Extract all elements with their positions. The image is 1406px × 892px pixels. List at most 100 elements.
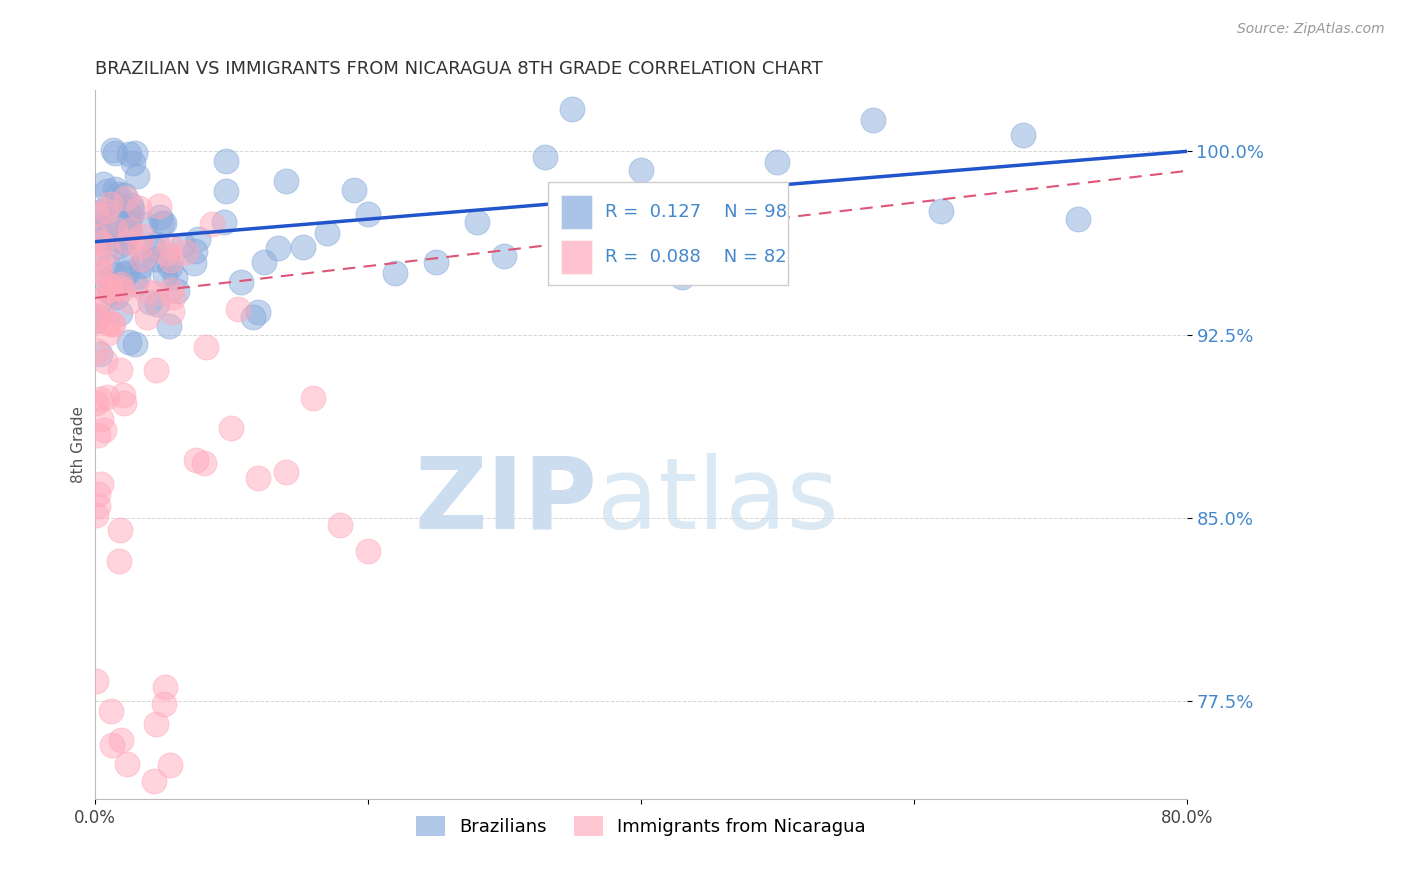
Point [107,233,129,247]
Point [97,317,120,331]
Point [274,174,297,188]
Point [184,453,207,467]
Legend: Brazilians, Immigrants from Nicaragua: Brazilians, Immigrants from Nicaragua [409,809,873,843]
Point [111,388,134,402]
Point [86,313,108,327]
Point [112,235,135,249]
Point [132,252,155,267]
Point [166,285,188,299]
Point [162,289,184,303]
Point [465,215,488,229]
Point [153,697,176,711]
Point [148,198,170,212]
Point [110,277,132,291]
Point [117,205,139,219]
Point [110,362,132,376]
Text: R =  0.127    N = 98: R = 0.127 N = 98 [605,203,786,221]
Point [929,203,952,218]
Point [87,205,110,219]
Point [86,309,108,323]
Point [84,228,107,243]
Point [124,277,146,291]
Point [159,260,181,274]
Point [160,304,183,318]
Y-axis label: 8th Grade: 8th Grade [72,406,86,483]
Point [90,235,112,250]
Point [561,102,583,116]
Point [184,244,207,258]
Text: R =  0.088    N = 82: R = 0.088 N = 82 [605,248,786,266]
Point [247,305,270,319]
Point [356,207,378,221]
Point [97,277,120,292]
Point [86,396,108,410]
Point [183,256,205,270]
Point [253,255,276,269]
Point [194,340,217,354]
Point [89,412,111,426]
Point [84,508,107,522]
Point [103,218,125,232]
Point [219,420,242,434]
Point [174,244,197,259]
Point [215,184,238,198]
Point [291,239,314,253]
Point [136,310,159,325]
Point [159,283,181,297]
Point [104,290,127,304]
Point [160,253,183,268]
Point [187,232,209,246]
Point [862,112,884,127]
Text: Source: ZipAtlas.com: Source: ZipAtlas.com [1237,22,1385,37]
Point [118,229,141,244]
Point [87,293,110,307]
Point [302,391,325,405]
Point [91,177,114,191]
Point [212,215,235,229]
Point [128,201,150,215]
Point [143,252,166,267]
Text: atlas: atlas [598,453,838,549]
Point [201,217,224,231]
Point [115,756,138,771]
Point [83,314,105,328]
Point [356,544,378,558]
Point [124,337,146,351]
Point [534,150,557,164]
Point [157,319,180,334]
Point [91,203,114,218]
Point [103,317,125,331]
Point [315,226,337,240]
FancyBboxPatch shape [561,240,592,274]
Point [100,211,122,225]
Point [118,335,141,350]
Point [108,523,131,537]
Point [100,282,122,296]
Point [134,217,156,231]
Point [104,181,127,195]
Point [108,198,131,212]
Point [108,306,131,320]
Point [121,202,143,217]
Point [104,146,127,161]
Point [131,252,153,266]
Point [145,717,167,731]
Point [142,773,165,788]
Point [142,241,165,255]
Point [96,390,118,404]
Point [94,353,117,368]
Point [129,259,152,273]
Point [329,517,352,532]
Point [90,477,112,491]
Point [125,169,148,183]
Point [114,268,136,282]
Point [111,282,134,296]
Text: ZIP: ZIP [415,453,598,549]
Point [117,264,139,278]
Point [97,326,120,340]
Point [84,207,107,221]
Point [112,187,135,202]
Point [87,244,110,259]
Point [98,284,121,298]
Point [91,233,114,247]
